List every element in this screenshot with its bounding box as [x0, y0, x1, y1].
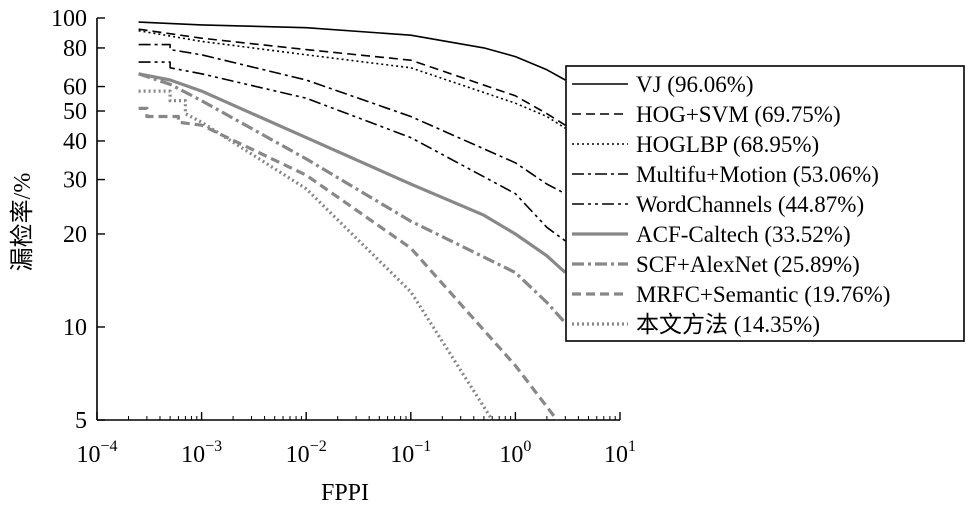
series-line: [138, 28, 566, 126]
y-tick-label: 40: [63, 129, 87, 155]
series-layer: [138, 21, 567, 421]
series-line: [138, 61, 566, 242]
x-tick-label: 10−2: [286, 438, 327, 468]
series-line: [138, 72, 567, 325]
legend-label: WordChannels (44.87%): [636, 192, 864, 217]
y-tick-label: 10: [63, 315, 87, 341]
series-line: [138, 43, 566, 195]
x-tick-label: 100: [499, 438, 531, 468]
series-line: [138, 106, 559, 421]
legend-label: SCF+AlexNet (25.89%): [636, 252, 860, 277]
legend-label: HOG+SVM (69.75%): [636, 102, 841, 127]
x-tick-label: 10−4: [76, 438, 117, 468]
x-tick-label: 10−3: [181, 438, 222, 468]
x-tick-label: 10−1: [390, 438, 431, 468]
legend-label: VJ (96.06%): [636, 72, 754, 97]
legend-label: Multifu+Motion (53.06%): [636, 162, 879, 187]
y-tick-label: 50: [63, 99, 87, 125]
series-line: [138, 72, 567, 274]
y-tick-label: 100: [51, 6, 87, 32]
x-axis-title: FPPI: [321, 480, 369, 506]
legend-label: ACF-Caltech (33.52%): [636, 222, 851, 247]
legend-label: 本文方法 (14.35%): [636, 312, 820, 337]
legend-box: [565, 65, 965, 342]
legend-label: HOGLBP (68.95%): [636, 132, 819, 157]
x-axis-ticks: 10−4 10−3 10−2 10−1 100 101: [76, 412, 636, 468]
series-line: [138, 21, 566, 81]
legend-items: VJ (96.06%) HOG+SVM (69.75%) HOGLBP (68.95…: [572, 72, 890, 337]
y-tick-label: 80: [63, 36, 87, 62]
legend-label: MRFC+Semantic (19.76%): [636, 282, 890, 307]
y-tick-label: 60: [63, 75, 87, 101]
series-line: [138, 29, 566, 129]
y-axis-title: 漏检率/%: [9, 173, 36, 272]
plot-area: [96, 18, 620, 421]
y-tick-label: 30: [63, 168, 87, 194]
y-tick-label: 5: [75, 408, 87, 434]
y-tick-label: 20: [63, 222, 87, 248]
legend: VJ (96.06%) HOG+SVM (69.75%) HOGLBP (68.95…: [565, 65, 965, 342]
x-tick-label: 101: [604, 438, 636, 468]
